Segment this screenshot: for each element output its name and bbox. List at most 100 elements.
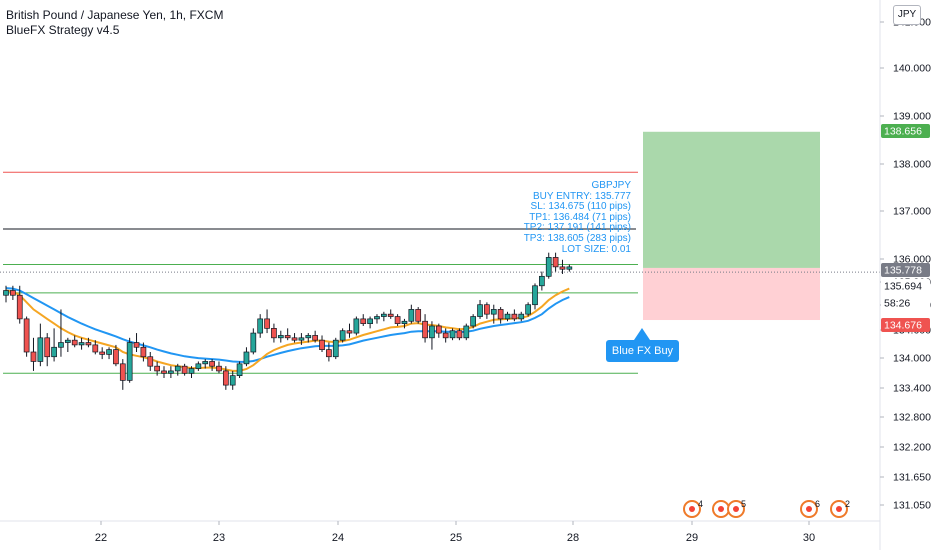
candle-body <box>44 337 51 358</box>
candle-body <box>106 349 112 355</box>
last-price-tag: 135.694 <box>884 281 922 293</box>
candle <box>168 366 174 379</box>
candle <box>394 314 401 326</box>
candle <box>30 337 37 371</box>
price-tick-label: 133.400 <box>893 383 931 395</box>
candle <box>484 302 490 319</box>
candle-body <box>387 313 394 317</box>
candle-body <box>133 342 140 348</box>
candle-body <box>525 304 531 315</box>
candle <box>497 307 504 324</box>
currency-button[interactable]: JPY <box>893 5 921 25</box>
info-line: BUY ENTRY: 135.777 <box>532 190 631 202</box>
candle <box>463 323 470 341</box>
candle-body <box>312 335 318 341</box>
candle-body <box>202 361 209 365</box>
candle-body <box>381 313 387 317</box>
candle-body <box>85 342 92 346</box>
candle-body <box>559 266 566 270</box>
indicator-title[interactable]: BlueFX Strategy v4.5 <box>6 23 120 37</box>
candle-body <box>552 257 559 268</box>
entry-price-tag: 135.778 <box>884 265 922 277</box>
candle-body <box>168 370 174 374</box>
candle <box>209 359 215 371</box>
candle <box>449 328 456 341</box>
event-count: 4 <box>698 499 704 509</box>
candle <box>85 337 92 348</box>
candle <box>298 333 305 345</box>
candle <box>236 361 243 379</box>
candle <box>3 285 9 303</box>
candle-body <box>298 337 305 341</box>
candle <box>332 337 339 360</box>
take-profit-tag: 138.656 <box>884 126 922 138</box>
candle <box>559 259 566 274</box>
candle <box>408 304 415 324</box>
candle <box>147 352 154 371</box>
candle <box>504 311 511 322</box>
candle-body <box>10 290 16 296</box>
price-tick-label: 138.000 <box>893 159 931 171</box>
candle-body <box>484 304 490 315</box>
candle <box>10 285 16 300</box>
candle-body <box>58 342 64 348</box>
event-marker-icon[interactable] <box>727 500 745 518</box>
candle <box>140 342 147 362</box>
time-tick-label: 28 <box>567 532 579 544</box>
candle-body <box>429 325 435 339</box>
candle-body <box>92 344 99 353</box>
candle <box>422 314 428 343</box>
event-marker-icon[interactable] <box>683 500 701 518</box>
candle-body <box>339 330 346 341</box>
candle <box>229 370 236 390</box>
candle <box>339 328 346 343</box>
candle-body <box>532 285 538 306</box>
candle-body <box>415 309 422 322</box>
candle-body <box>30 351 37 362</box>
price-tick-label: 132.800 <box>893 412 931 424</box>
candle <box>51 328 57 362</box>
event-marker-icon[interactable] <box>800 500 818 518</box>
candle-body <box>147 356 154 367</box>
candle <box>161 366 167 379</box>
candle-body <box>119 363 126 381</box>
candle <box>291 333 298 343</box>
candle <box>532 283 538 310</box>
candle <box>552 252 559 272</box>
price-tick-label: 132.200 <box>893 442 931 454</box>
loss-zone <box>643 267 820 321</box>
candle <box>23 316 30 357</box>
candle-body <box>222 370 229 386</box>
candle-body <box>291 337 298 341</box>
stop-loss-tag: 134.676 <box>884 320 922 332</box>
candle <box>401 318 408 329</box>
candle-body <box>140 346 147 358</box>
candle <box>277 330 284 343</box>
candle-body <box>277 335 284 339</box>
event-count: 6 <box>815 499 821 509</box>
event-marker-icon[interactable] <box>830 500 848 518</box>
candle-body <box>518 313 525 320</box>
candle-body <box>374 316 380 320</box>
trade-info-box: GBPJPY BUY ENTRY: 135.777 SL: 134.675 (1… <box>440 180 631 255</box>
candle-body <box>408 309 415 322</box>
symbol-title[interactable]: British Pound / Japanese Yen, 1h, FXCM <box>6 8 224 22</box>
candle-body <box>463 325 470 339</box>
candle-body <box>16 294 23 320</box>
candle <box>374 314 380 324</box>
candle-body <box>3 290 9 296</box>
candle-body <box>257 318 264 334</box>
candle-body <box>360 318 367 324</box>
price-tick-label: 136.000 <box>893 254 931 266</box>
time-tick-label: 24 <box>332 532 344 544</box>
candle <box>284 328 291 341</box>
event-count: 5 <box>741 499 747 509</box>
buy-signal-label[interactable]: Blue FX Buy <box>606 340 679 362</box>
candle <box>154 361 160 376</box>
stop-loss-tag-bg <box>881 318 930 332</box>
price-tick-label: 137.000 <box>893 206 931 218</box>
candle <box>113 344 119 367</box>
candle-body <box>477 304 483 317</box>
candle-body <box>497 309 504 320</box>
